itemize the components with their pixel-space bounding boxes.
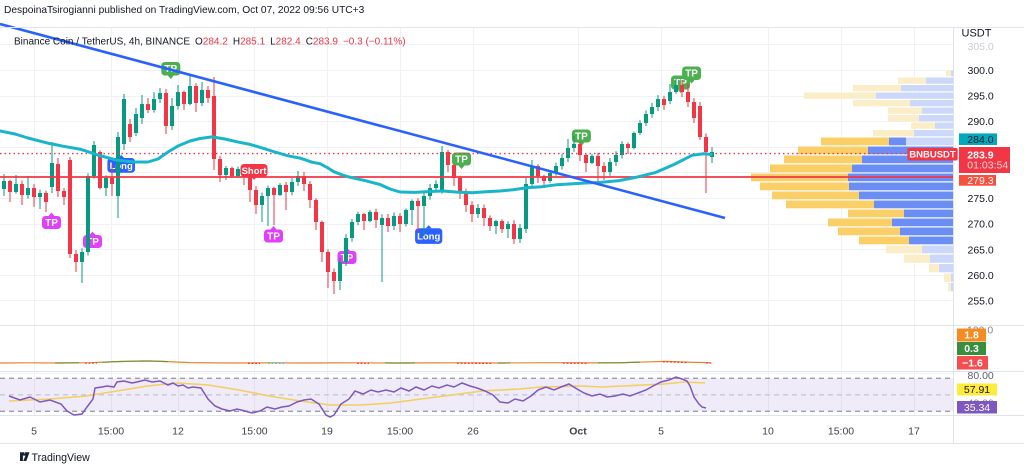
svg-text:Oct: Oct [569, 426, 587, 438]
svg-text:Long: Long [417, 232, 440, 243]
svg-text:275.0: 275.0 [968, 193, 994, 205]
svg-text:295.0: 295.0 [968, 91, 994, 103]
svg-text:270.0: 270.0 [968, 219, 994, 231]
svg-text:5: 5 [658, 426, 664, 438]
svg-text:290.0: 290.0 [968, 116, 994, 128]
svg-text:17: 17 [908, 426, 920, 438]
svg-text:5: 5 [31, 426, 37, 438]
svg-text:19: 19 [321, 426, 333, 438]
svg-text:0.3: 0.3 [964, 343, 979, 355]
svg-text:35.34: 35.34 [964, 402, 990, 414]
svg-text:Long: Long [110, 161, 133, 172]
svg-text:TP: TP [45, 218, 58, 229]
svg-text:283.9: 283.9 [967, 149, 993, 161]
svg-text:15:00: 15:00 [241, 426, 267, 438]
svg-text:BNBUSDT: BNBUSDT [909, 149, 956, 160]
svg-text:TP: TP [86, 237, 99, 248]
svg-text:TP: TP [575, 131, 588, 142]
svg-text:01:03:54: 01:03:54 [967, 160, 1008, 172]
svg-text:Binance Coin / TetherUS, 4h, B: Binance Coin / TetherUS, 4h, BINANCE O28… [14, 37, 406, 48]
svg-text:279.3: 279.3 [967, 175, 993, 187]
svg-text:265.0: 265.0 [968, 244, 994, 256]
svg-text:12: 12 [172, 426, 184, 438]
svg-text:10: 10 [762, 426, 774, 438]
svg-text:255.0: 255.0 [968, 295, 994, 307]
svg-text:300.0: 300.0 [968, 65, 994, 77]
svg-text:TP: TP [267, 231, 280, 242]
svg-text:305.0: 305.0 [968, 41, 994, 53]
svg-text:Short: Short [242, 166, 268, 177]
svg-text:284.0: 284.0 [967, 134, 993, 146]
svg-text:DespoinaTsirogianni published: DespoinaTsirogianni published on Trading… [4, 5, 365, 16]
svg-text:57.91: 57.91 [964, 384, 990, 396]
svg-text:TP: TP [455, 154, 468, 165]
svg-text:80.00: 80.00 [968, 370, 994, 382]
svg-text:15:00: 15:00 [387, 426, 413, 438]
svg-text:TradingView: TradingView [32, 452, 91, 464]
svg-text:USDT: USDT [962, 28, 992, 40]
svg-text:26: 26 [467, 426, 479, 438]
svg-text:15:00: 15:00 [828, 426, 854, 438]
svg-text:260.0: 260.0 [968, 270, 994, 282]
svg-text:15:00: 15:00 [98, 426, 124, 438]
svg-text:TP: TP [685, 69, 698, 80]
svg-text:TP: TP [674, 78, 687, 89]
svg-text:1.8: 1.8 [964, 330, 979, 342]
svg-text:−1.6: −1.6 [962, 357, 983, 369]
